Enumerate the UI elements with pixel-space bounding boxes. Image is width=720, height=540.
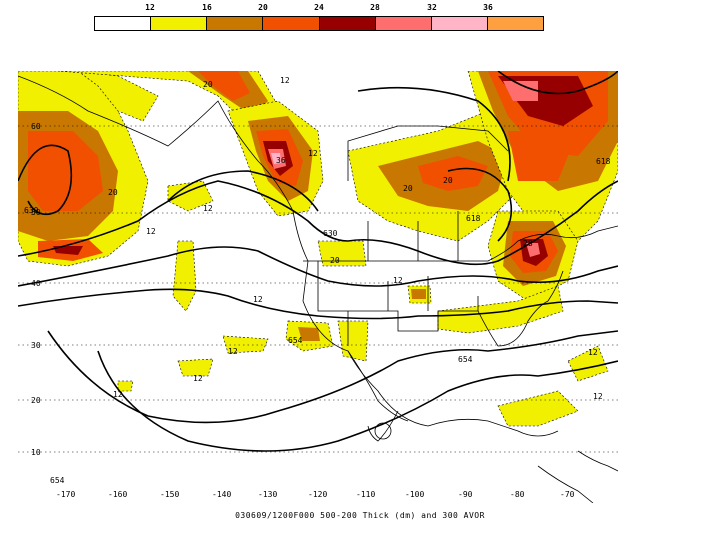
legend-label: 32: [427, 3, 437, 12]
vort-label: 28: [523, 239, 533, 248]
legend-swatch: [431, 17, 488, 30]
vort-label: 12: [228, 347, 238, 356]
vort-label: 12: [593, 392, 603, 401]
lon-label: -90: [458, 490, 473, 499]
vort-label: 20: [203, 80, 213, 89]
contour-label: 654: [50, 476, 65, 485]
vort-label: 12: [393, 276, 403, 285]
lon-label: -150: [160, 490, 180, 499]
lat-label: 60: [31, 122, 41, 131]
coastlines: [18, 75, 618, 503]
legend-swatch: [95, 17, 152, 30]
vorticity-labels: 12 20 36 20 20 20 12 12 12 12 12 20 28 1…: [108, 76, 603, 401]
vort-label: 12: [280, 76, 290, 85]
vort-label: 12: [193, 374, 203, 383]
contour-label: 630: [24, 206, 39, 215]
lon-label: -130: [258, 490, 278, 499]
vort-label: 20: [403, 184, 413, 193]
legend-swatch: [319, 17, 376, 30]
vort-label: 12: [203, 204, 213, 213]
contour-label: 618: [596, 157, 611, 166]
vorticity-shading: [18, 71, 618, 427]
contour-label: 654: [458, 355, 473, 364]
lon-label: -110: [356, 490, 376, 499]
contour-label: 654: [288, 336, 303, 345]
legend-label: 20: [258, 3, 268, 12]
thickness-contours: [18, 71, 618, 452]
weather-map: 12 20 36 20 20 20 12 12 12 12 12 20 28 1…: [18, 71, 618, 503]
vort-label: 12: [253, 295, 263, 304]
lon-label: -80: [510, 490, 525, 499]
color-legend: 12 16 20 24 28 32 36: [94, 0, 544, 32]
contour-label: 618: [466, 214, 481, 223]
legend-label: 12: [145, 3, 155, 12]
lon-label: -70: [560, 490, 575, 499]
contour-label: 630: [323, 229, 338, 238]
contour-labels: 630 630 618 654 654 654 618: [24, 157, 611, 485]
legend-swatch: [207, 17, 264, 30]
vort-label: 20: [108, 188, 118, 197]
vort-label: 20: [330, 256, 340, 265]
lon-label: -120: [308, 490, 328, 499]
lon-label: -100: [405, 490, 425, 499]
legend-label: 24: [314, 3, 324, 12]
vort-label: 12: [113, 390, 123, 399]
legend-swatch: [151, 17, 208, 30]
legend-color-bar: [94, 16, 544, 31]
vort-label: 12: [588, 348, 598, 357]
lat-label: 30: [31, 341, 41, 350]
lon-label: -140: [212, 490, 232, 499]
map-caption: 030609/1200F000 500-200 Thick (dm) and 3…: [235, 511, 485, 520]
legend-swatch: [263, 17, 320, 30]
legend-swatch: [375, 17, 432, 30]
lon-label: -160: [108, 490, 128, 499]
vort-label: 20: [443, 176, 453, 185]
lat-label: 50: [31, 208, 41, 217]
lat-label: 20: [31, 396, 41, 405]
legend-label: 28: [370, 3, 380, 12]
lon-label: -170: [56, 490, 76, 499]
vort-label: 12: [308, 149, 318, 158]
legend-label: 16: [202, 3, 212, 12]
legend-swatch: [487, 17, 543, 30]
vort-label: 36: [276, 156, 286, 165]
vort-label: 12: [146, 227, 156, 236]
lat-label: 40: [31, 279, 41, 288]
lat-label: 10: [31, 448, 41, 457]
legend-label: 36: [483, 3, 493, 12]
